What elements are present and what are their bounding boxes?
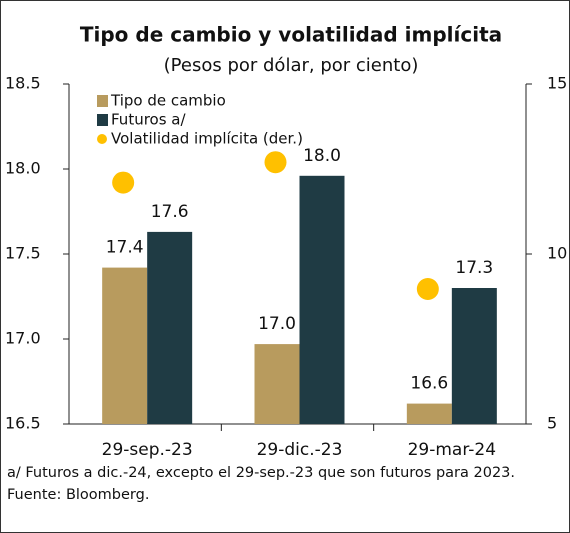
- bar: [102, 267, 148, 424]
- chart-title: Tipo de cambio y volatilidad implícita: [80, 23, 502, 47]
- y-tick-label: 18.0: [5, 159, 41, 178]
- x-tick-label: 29-dic.-23: [257, 440, 343, 460]
- value-label: 18.0: [303, 146, 341, 166]
- chart-subtitle: (Pesos por dólar, por ciento): [164, 55, 419, 76]
- y2-tick-label: 15: [547, 74, 567, 93]
- volatility-point: [416, 278, 439, 301]
- notes: a/ Futuros a dic.-24, excepto el 29-sep.…: [7, 462, 563, 506]
- y-tick-label: 16.5: [5, 414, 41, 433]
- y-tick-label: 17.0: [5, 329, 41, 348]
- value-label: 16.6: [410, 374, 448, 394]
- y2-tick-label: 5: [547, 414, 557, 433]
- legend-label: Tipo de cambio: [110, 92, 226, 110]
- value-label: 17.0: [258, 314, 296, 334]
- bar: [451, 288, 497, 424]
- volatility-point: [112, 171, 135, 194]
- footnote: a/ Futuros a dic.-24, excepto el 29-sep.…: [7, 465, 516, 481]
- value-label: 17.4: [106, 238, 144, 258]
- x-tick-label: 29-mar-24: [408, 440, 496, 460]
- value-label: 17.6: [151, 202, 189, 222]
- bar: [254, 344, 300, 424]
- legend-swatch: [97, 134, 107, 144]
- source: Fuente: Bloomberg.: [7, 487, 150, 503]
- legend-label: Futuros a/: [111, 111, 186, 129]
- legend-label: Volatilidad implícita (der.): [111, 130, 303, 148]
- y2-tick-label: 10: [547, 244, 567, 263]
- chart: Tipo de cambio y volatilidad implícita (…: [5, 23, 567, 461]
- volatility-point: [264, 151, 287, 174]
- bar: [406, 403, 452, 424]
- x-tick-label: 29-sep.-23: [102, 440, 193, 460]
- bar: [299, 175, 345, 424]
- y-tick-label: 18.5: [5, 74, 41, 93]
- y-tick-label: 17.5: [5, 244, 41, 263]
- legend-swatch: [97, 114, 108, 126]
- legend-swatch: [97, 95, 108, 107]
- bar: [147, 231, 193, 424]
- value-label: 17.3: [455, 258, 493, 278]
